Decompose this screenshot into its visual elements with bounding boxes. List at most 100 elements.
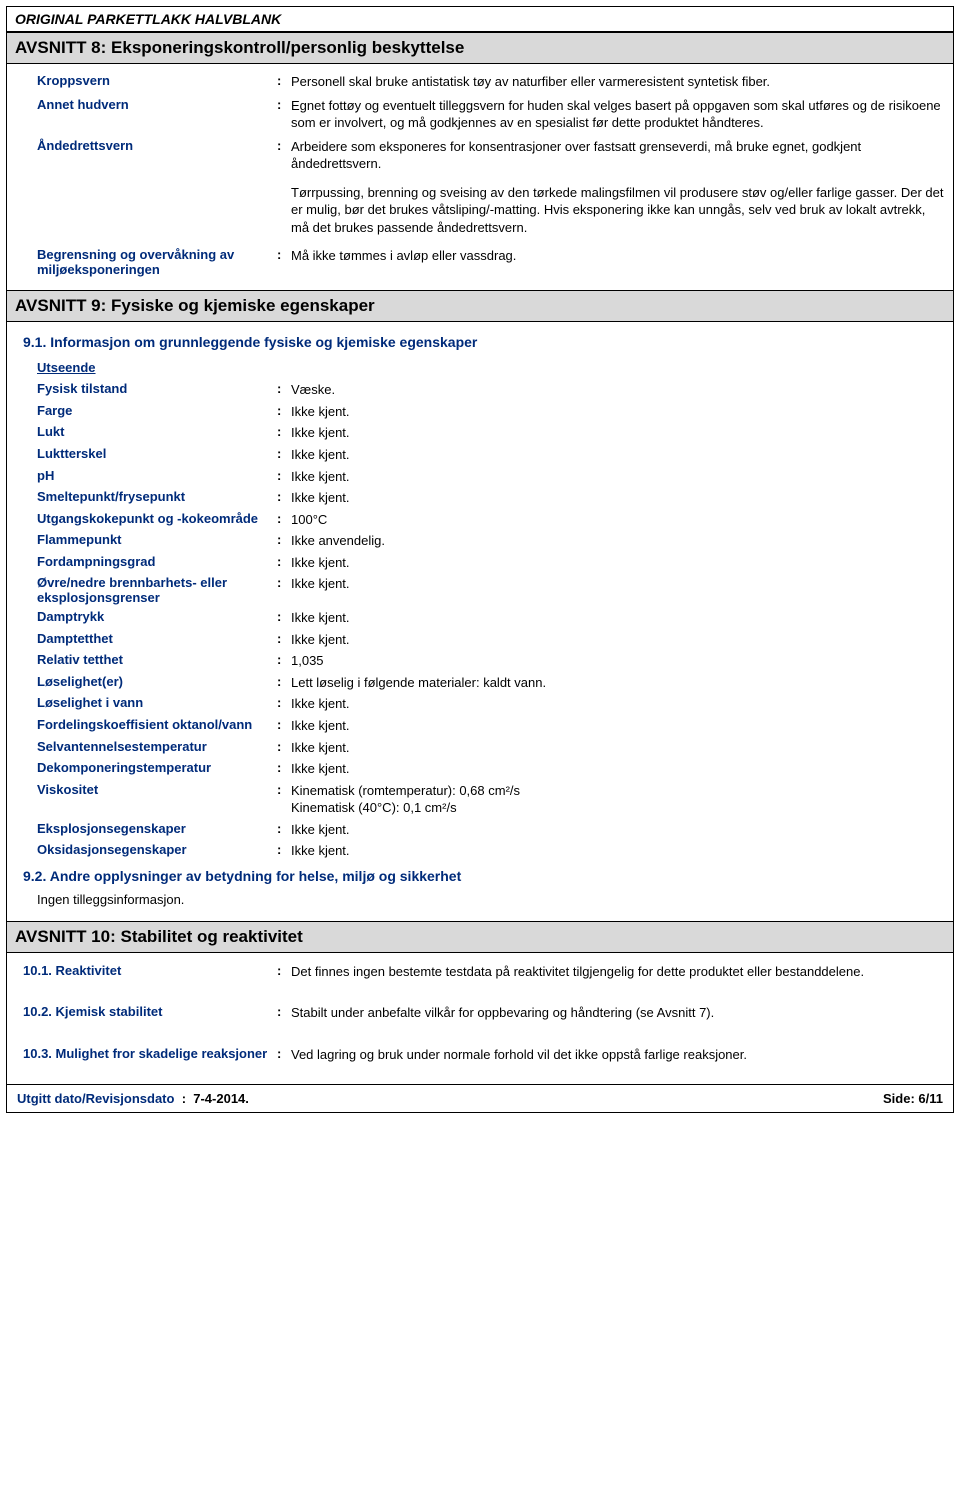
colon: :	[277, 575, 291, 590]
value: Personell skal bruke antistatisk tøy av …	[291, 73, 945, 91]
value: Må ikke tømmes i avløp eller vassdrag.	[291, 247, 945, 265]
row-kroppsvern: Kroppsvern : Personell skal bruke antist…	[15, 70, 945, 94]
property-label: Damptetthet	[37, 631, 277, 646]
document-title: ORIGINAL PARKETTLAKK HALVBLANK	[7, 7, 953, 32]
property-value: 100°C	[291, 511, 945, 529]
extra-paragraph: Tørrpussing, brenning og sveising av den…	[15, 176, 945, 245]
section-10-row: 10.3. Mulighet fror skadelige reaksjoner…	[15, 1028, 945, 1070]
colon: :	[277, 489, 291, 504]
colon: :	[277, 247, 291, 262]
row-label: 10.3. Mulighet fror skadelige reaksjoner	[23, 1046, 277, 1061]
property-value: 1,035	[291, 652, 945, 670]
property-label: Farge	[37, 403, 277, 418]
property-row: Selvantennelsestemperatur:Ikke kjent.	[15, 737, 945, 759]
property-row: Flammepunkt:Ikke anvendelig.	[15, 530, 945, 552]
section-8-body: Kroppsvern : Personell skal bruke antist…	[7, 64, 953, 290]
colon: :	[277, 511, 291, 526]
colon: :	[277, 695, 291, 710]
property-value: Ikke kjent.	[291, 717, 945, 735]
property-value: Ikke kjent.	[291, 695, 945, 713]
colon: :	[277, 532, 291, 547]
footer-date-label: Utgitt dato/Revisjonsdato	[17, 1091, 174, 1106]
colon: :	[277, 138, 291, 153]
row-annet-hudvern: Annet hudvern : Egnet fottøy og eventuel…	[15, 94, 945, 135]
sub-9-2-text: Ingen tilleggsinformasjon.	[15, 888, 945, 911]
property-value: Ikke kjent.	[291, 575, 945, 593]
property-value: Ikke anvendelig.	[291, 532, 945, 550]
property-label: Selvantennelsestemperatur	[37, 739, 277, 754]
property-value: Ikke kjent.	[291, 424, 945, 442]
page-footer: Utgitt dato/Revisjonsdato : 7-4-2014. Si…	[7, 1084, 953, 1112]
property-row: Smeltepunkt/frysepunkt:Ikke kjent.	[15, 487, 945, 509]
colon: :	[277, 963, 291, 978]
colon: :	[277, 381, 291, 396]
row-label: 10.1. Reaktivitet	[23, 963, 277, 978]
row-value: Ved lagring og bruk under normale forhol…	[291, 1046, 945, 1064]
property-row: Fysisk tilstand:Væske.	[15, 379, 945, 401]
property-row: Fordelingskoeffisient oktanol/vann:Ikke …	[15, 715, 945, 737]
colon: :	[277, 652, 291, 667]
property-value: Ikke kjent.	[291, 631, 945, 649]
property-value: Ikke kjent.	[291, 446, 945, 464]
colon: :	[277, 554, 291, 569]
property-row: Øvre/nedre brennbarhets- eller eksplosjo…	[15, 573, 945, 607]
property-value: Ikke kjent.	[291, 489, 945, 507]
value: Arbeidere som eksponeres for konsentrasj…	[291, 138, 945, 173]
property-label: pH	[37, 468, 277, 483]
colon: :	[277, 1004, 291, 1019]
property-row: Løselighet i vann:Ikke kjent.	[15, 693, 945, 715]
section-8-heading: AVSNITT 8: Eksponeringskontroll/personli…	[7, 32, 953, 64]
property-label: Løselighet i vann	[37, 695, 277, 710]
property-row: Utgangskokepunkt og -kokeområde:100°C	[15, 509, 945, 531]
section-9-heading: AVSNITT 9: Fysiske og kjemiske egenskape…	[7, 290, 953, 322]
page-frame: ORIGINAL PARKETTLAKK HALVBLANK AVSNITT 8…	[6, 6, 954, 1113]
property-row: Fordampningsgrad:Ikke kjent.	[15, 552, 945, 574]
property-row: Dekomponeringstemperatur:Ikke kjent.	[15, 758, 945, 780]
property-label: Øvre/nedre brennbarhets- eller eksplosjo…	[37, 575, 277, 605]
colon: :	[277, 97, 291, 112]
property-label: Relativ tetthet	[37, 652, 277, 667]
footer-date-value: 7-4-2014.	[193, 1091, 249, 1106]
property-label: Utgangskokepunkt og -kokeområde	[37, 511, 277, 526]
property-row: Lukt:Ikke kjent.	[15, 422, 945, 444]
property-label: Lukt	[37, 424, 277, 439]
colon: :	[277, 446, 291, 461]
property-row: Løselighet(er):Lett løselig i følgende m…	[15, 672, 945, 694]
colon: :	[277, 717, 291, 732]
row-value: Stabilt under anbefalte vilkår for oppbe…	[291, 1004, 945, 1022]
section-10-row: 10.1. Reaktivitet:Det finnes ingen beste…	[15, 959, 945, 987]
property-label: Oksidasjonsegenskaper	[37, 842, 277, 857]
property-value: Ikke kjent.	[291, 403, 945, 421]
property-label: Flammepunkt	[37, 532, 277, 547]
property-row: pH:Ikke kjent.	[15, 466, 945, 488]
property-value: Lett løselig i følgende materialer: kald…	[291, 674, 945, 692]
section-9-body: 9.1. Informasjon om grunnleggende fysisk…	[7, 322, 953, 920]
colon: :	[277, 674, 291, 689]
property-value: Væske.	[291, 381, 945, 399]
property-value: Ikke kjent.	[291, 842, 945, 860]
properties-list: Fysisk tilstand:Væske.Farge:Ikke kjent.L…	[15, 379, 945, 861]
property-row: Damptetthet:Ikke kjent.	[15, 629, 945, 651]
row-andedrettsvern: Åndedrettsvern : Arbeidere som eksponere…	[15, 135, 945, 176]
value: Egnet fottøy og eventuelt tilleggsvern f…	[291, 97, 945, 132]
property-value: Kinematisk (romtemperatur): 0,68 cm²/s K…	[291, 782, 945, 817]
colon: :	[277, 1046, 291, 1061]
property-row: Damptrykk:Ikke kjent.	[15, 607, 945, 629]
colon: :	[277, 739, 291, 754]
property-label: Smeltepunkt/frysepunkt	[37, 489, 277, 504]
label: Annet hudvern	[37, 97, 277, 112]
label: Begrensning og overvåkning av miljøekspo…	[37, 247, 277, 277]
property-value: Ikke kjent.	[291, 739, 945, 757]
property-row: Oksidasjonsegenskaper:Ikke kjent.	[15, 840, 945, 862]
property-label: Luktterskel	[37, 446, 277, 461]
colon: :	[277, 842, 291, 857]
colon: :	[277, 631, 291, 646]
property-row: Relativ tetthet:1,035	[15, 650, 945, 672]
colon: :	[277, 760, 291, 775]
colon: :	[277, 468, 291, 483]
sub-9-2: 9.2. Andre opplysninger av betydning for…	[15, 862, 945, 888]
utseende-heading: Utseende	[15, 354, 945, 379]
property-value: Ikke kjent.	[291, 609, 945, 627]
property-row: Eksplosjonsegenskaper:Ikke kjent.	[15, 819, 945, 841]
property-label: Dekomponeringstemperatur	[37, 760, 277, 775]
